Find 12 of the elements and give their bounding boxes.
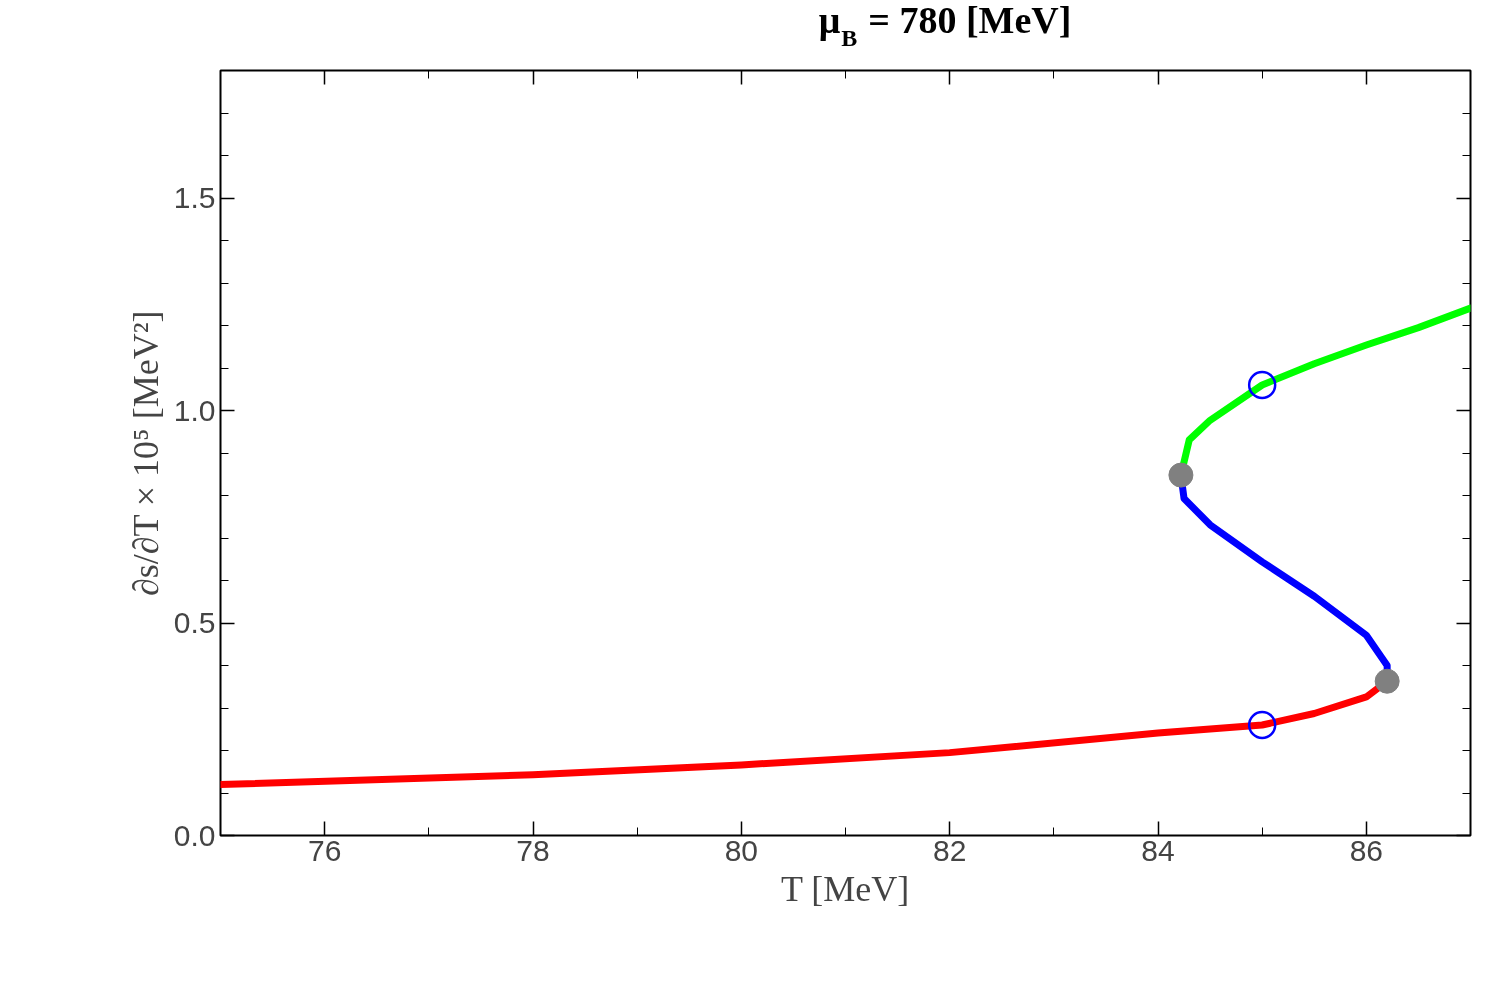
x-tick-label: 86 xyxy=(1349,833,1384,867)
x-tick-label: 78 xyxy=(516,833,550,867)
y-tick-label: 0.5 xyxy=(173,606,216,639)
x-tick-label: 80 xyxy=(724,833,759,867)
x-tick-label: 82 xyxy=(932,833,967,867)
y-tick-label: 0.0 xyxy=(173,818,216,852)
x-axis-title: T [MeV] xyxy=(781,868,910,909)
y-axis-title: ∂s/∂T × 10⁵ [MeV²] xyxy=(125,310,166,597)
y-tick-label: 1.0 xyxy=(173,393,216,427)
x-tick-label: 84 xyxy=(1141,833,1175,867)
x-tick-label: 76 xyxy=(307,833,342,867)
y-tick-label: 1.5 xyxy=(173,181,216,214)
